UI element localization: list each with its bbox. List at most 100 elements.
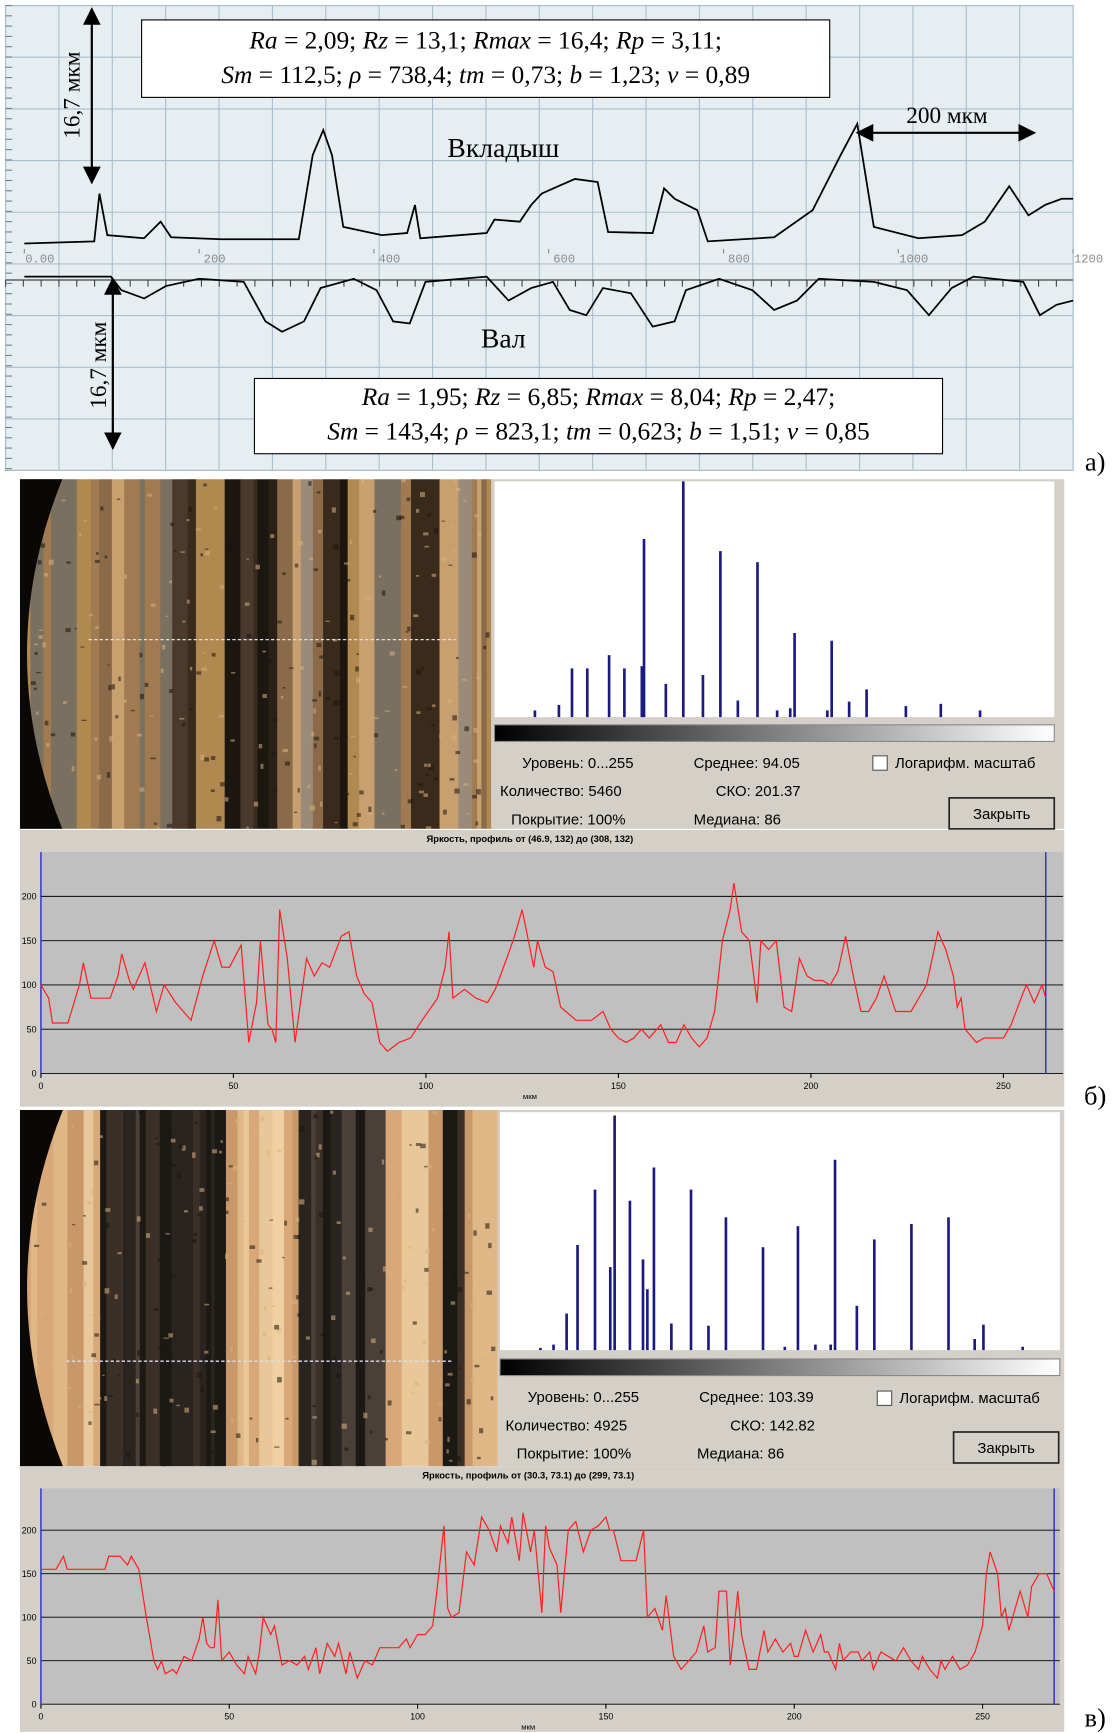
parameter-line: Sm = 112,5; ρ = 738,4; tm = 0,73; b = 1,… [221,60,750,89]
micro-speck [449,778,455,781]
micro-speck [368,806,372,813]
micro-speck [346,793,350,796]
micro-speck [94,626,100,629]
micro-speck [171,1274,176,1277]
close-button[interactable] [952,1431,1060,1464]
micro-stripe [486,479,492,829]
micro-speck [262,1332,267,1336]
micro-speck [356,653,359,655]
micro-speck [446,1386,451,1389]
micro-stripe [385,1109,403,1467]
micro-speck [138,1110,143,1115]
plot-area [40,852,1064,1074]
micro-speck [356,677,361,683]
micro-stripe [300,479,314,829]
micro-speck [464,1271,469,1274]
x-tick-label: 100 [419,1081,434,1091]
micro-speck [49,1359,56,1365]
micro-speck [463,499,467,502]
micro-speck [244,602,250,606]
micro-speck [82,1261,88,1265]
y-tick-label: 150 [22,1569,37,1579]
micro-speck [149,715,154,717]
micro-stripe [165,1109,173,1467]
micro-speck [430,724,435,727]
micro-speck [169,1354,173,1359]
stat-text: СКО: 142.82 [730,1417,815,1434]
histogram-bar [570,668,574,718]
annotation: 16,7 мкм [60,51,86,138]
micro-speck [338,549,341,551]
micro-speck [390,1252,395,1256]
micro-speck [210,755,216,761]
micro-stripe [380,1109,387,1467]
micro-speck [294,811,298,813]
micro-speck [165,1233,170,1235]
micro-stripe [172,479,189,829]
micro-speck [274,1324,280,1330]
micro-speck [166,823,173,828]
micro-stripe [315,1109,324,1467]
micro-speck [70,1288,73,1294]
close-button[interactable] [948,797,1056,830]
close-button-label[interactable]: Закрыть [973,806,1031,823]
micro-speck [318,1144,322,1150]
micro-stripe [100,1109,107,1467]
micro-speck [33,687,37,690]
x-tick-label: 600 [553,252,575,266]
parameter-text: = 0,73; [484,60,569,89]
micro-speck [99,1135,104,1139]
micro-speck [424,763,428,767]
micro-speck [205,548,209,550]
micro-speck [356,813,361,817]
checkbox[interactable] [876,1390,893,1406]
micro-stripe [481,479,488,829]
micro-speck [114,1294,118,1300]
micro-speck [70,732,76,737]
micro-speck [348,773,354,775]
micro-stripe [180,1109,194,1467]
micro-speck [446,1449,449,1454]
micro-speck [401,479,406,483]
x-axis-label: мкм [523,1092,537,1101]
micro-stripe [330,1109,343,1467]
micro-speck [150,757,156,760]
micro-speck [106,772,111,778]
parameter-text: = 823,1; [468,416,566,445]
micro-stripe [426,479,441,829]
micro-speck [283,1146,288,1151]
micro-speck [33,643,39,646]
micro-speck [230,1347,233,1352]
micro-speck [378,575,381,578]
checkbox[interactable] [872,755,888,771]
profile-line [24,121,1074,245]
micro-speck [180,551,185,553]
micro-speck [262,693,267,699]
micro-speck [104,555,108,559]
micro-speck [125,1451,131,1457]
micro-speck [421,667,424,670]
parameter-text: Rp [727,382,756,411]
micro-speck [462,678,467,681]
micro-speck [350,735,356,738]
histogram-bar [533,710,537,718]
micro-speck [415,508,420,513]
histogram-bar [847,701,851,718]
histogram-bar [608,1267,612,1351]
y-tick-label: 200 [22,1526,37,1536]
panel-label: б) [1084,1080,1106,1110]
micro-speck [91,1353,97,1358]
micro-speck [452,715,457,721]
profile-title: Яркость, профиль от (30.3, 73.1) до (299… [422,1469,634,1480]
micro-speck [318,1212,323,1218]
histogram-bar [670,1323,673,1351]
micro-speck [413,614,419,618]
micro-speck [224,797,229,802]
micro-speck [136,1216,141,1222]
micro-speck [426,1164,432,1169]
panel-label: а) [1085,446,1106,476]
y-tick-label: 50 [27,1024,37,1034]
close-button-label[interactable]: Закрыть [977,1440,1035,1457]
micro-speck [362,598,368,600]
micro-speck [226,548,231,553]
